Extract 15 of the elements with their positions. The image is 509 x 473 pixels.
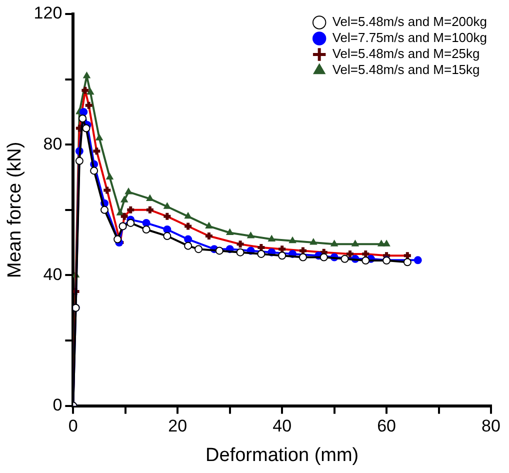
- x-tick-label: 60: [377, 416, 396, 436]
- x-axis-title: Deformation (mm): [206, 444, 359, 466]
- legend-label: Vel=5.48m/s and M=200kg: [332, 14, 488, 30]
- legend-label: Vel=7.75m/s and M=100kg: [332, 30, 488, 46]
- legend-label: Vel=5.48m/s and M=15kg: [332, 62, 480, 78]
- y-tick-label: 80: [43, 134, 62, 154]
- x-tick-label: 40: [272, 416, 292, 436]
- y-tick-label: 0: [52, 395, 62, 414]
- y-axis-title: Mean force (kN): [4, 142, 26, 278]
- x-tick-label: 20: [168, 416, 188, 436]
- x-tick-label: 80: [482, 416, 500, 436]
- y-tick-label: 120: [34, 4, 62, 23]
- y-tick-label: 40: [43, 264, 62, 284]
- x-tick-label: 0: [68, 416, 78, 436]
- legend-label: Vel=5.48m/s and M=25kg: [332, 46, 480, 62]
